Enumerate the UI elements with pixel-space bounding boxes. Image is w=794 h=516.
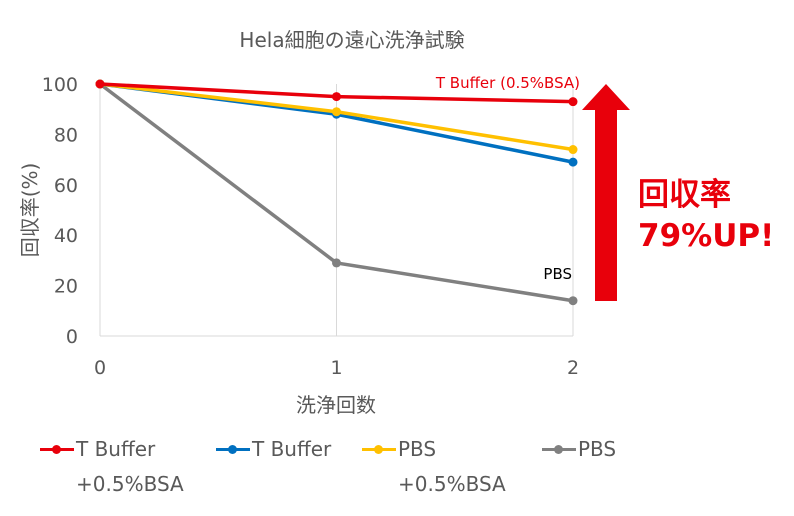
chart-title: Hela細胞の遠心洗浄試験 — [239, 28, 464, 52]
callout-line1: 回収率 — [638, 177, 731, 213]
data-point — [568, 296, 578, 306]
y-tick-label: 60 — [54, 175, 78, 197]
legend-marker — [542, 442, 576, 456]
line-chart: Hela細胞の遠心洗浄試験 0 20 40 60 80 100 0 1 2 洗浄回数 回収率(… — [18, 28, 774, 417]
legend-label: T Buffer — [252, 437, 332, 461]
data-point — [568, 97, 578, 107]
y-axis-label: 回収率(%) — [18, 163, 42, 258]
legend: T Buffer +0.5%BSA T Buffer PBS +0.5%BSA … — [36, 434, 776, 504]
legend-label: PBS — [578, 437, 617, 461]
legend-marker — [216, 442, 250, 456]
legend-sublabel: +0.5%BSA — [398, 472, 506, 496]
legend-label: T Buffer — [76, 437, 156, 461]
x-tick-label: 2 — [567, 357, 579, 379]
y-tick-labels: 0 20 40 60 80 100 — [42, 74, 78, 348]
data-point — [568, 145, 578, 155]
legend-dot — [52, 445, 61, 454]
callout-line2: 79%UP! — [638, 218, 774, 254]
legend-marker — [40, 442, 74, 456]
data-point — [568, 157, 578, 167]
y-tick-label: 20 — [54, 276, 78, 298]
data-point — [332, 107, 341, 117]
annotation-pbs: PBS — [543, 265, 572, 283]
legend-sublabel: +0.5%BSA — [76, 472, 184, 496]
annotation-t-buffer-bsa: T Buffer (0.5%BSA) — [435, 74, 580, 92]
x-tick-label: 0 — [94, 357, 106, 379]
y-tick-label: 100 — [42, 74, 78, 96]
legend-label: PBS — [398, 437, 437, 461]
up-arrow — [582, 84, 630, 301]
y-tick-label: 40 — [54, 225, 78, 247]
y-tick-label: 80 — [54, 124, 78, 146]
data-point — [332, 92, 341, 102]
legend-dot — [554, 445, 563, 454]
y-tick-label: 0 — [66, 326, 78, 348]
legend-dot — [228, 445, 237, 454]
x-tick-label: 1 — [330, 357, 342, 379]
x-axis-label: 洗浄回数 — [296, 393, 376, 417]
legend-dot — [374, 445, 383, 454]
axes — [99, 84, 573, 337]
x-tick-labels: 0 1 2 — [94, 357, 579, 379]
legend-marker — [362, 442, 396, 456]
series-group — [95, 79, 578, 306]
grid — [336, 84, 574, 336]
data-point — [332, 258, 341, 268]
data-point — [95, 79, 105, 89]
